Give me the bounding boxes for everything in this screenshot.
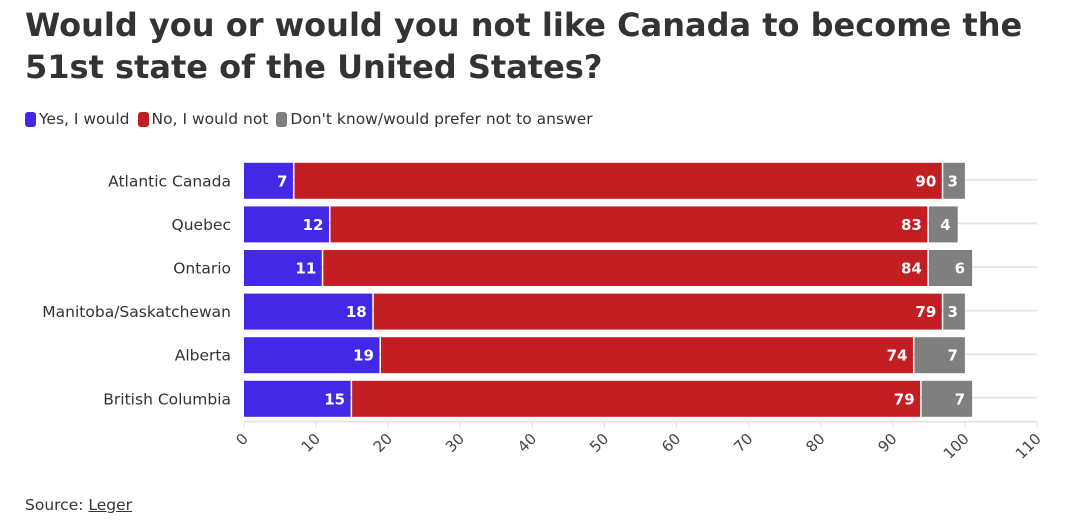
data-label: 11 [295, 260, 316, 278]
x-tick-label: 90 [874, 430, 900, 456]
bar-segment [928, 206, 958, 243]
data-label: 7 [277, 172, 287, 190]
x-tick-label: 110 [1012, 430, 1045, 463]
legend-item-yes: Yes, I would [25, 110, 130, 128]
x-tick-label: 10 [298, 430, 324, 456]
data-label: 83 [901, 216, 922, 234]
x-tick-label: 50 [586, 430, 612, 456]
legend-label-no: No, I would not [151, 110, 269, 128]
data-label: 84 [901, 260, 922, 278]
data-label: 74 [887, 347, 908, 365]
bar-segment [921, 380, 973, 417]
data-label: 3 [947, 303, 957, 321]
bar-segment [380, 337, 913, 374]
bar-segment [943, 162, 965, 199]
data-label: 79 [915, 303, 936, 321]
legend-swatch-dont-know [276, 111, 288, 127]
bar-segment [244, 206, 330, 243]
x-tick-label: 40 [514, 430, 540, 456]
bar-segment [914, 337, 965, 374]
category-label: Quebec [172, 216, 231, 234]
x-tick-label: 80 [802, 430, 828, 456]
data-label: 19 [353, 347, 374, 365]
bar-segment [373, 293, 942, 330]
bar-segment [244, 250, 322, 286]
category-label: Atlantic Canada [108, 172, 231, 190]
bar-segment [928, 250, 973, 286]
legend-swatch-yes [25, 111, 36, 127]
data-label: 3 [947, 172, 957, 190]
source-link[interactable]: Leger [88, 496, 133, 514]
category-label: British Columbia [103, 390, 231, 408]
data-label: 15 [324, 390, 345, 408]
data-label: 7 [947, 347, 957, 365]
legend-label-yes: Yes, I would [39, 110, 130, 128]
x-tick-label: 70 [730, 430, 756, 456]
data-label: 79 [894, 390, 915, 408]
chart-title: Would you or would you not like Canada t… [25, 6, 1023, 86]
category-label: Alberta [175, 347, 231, 365]
x-tick-label: 20 [370, 430, 396, 456]
bar-segment [294, 162, 942, 199]
data-label: 90 [915, 172, 936, 190]
x-tick-label: 60 [658, 430, 684, 456]
data-label: 7 [955, 390, 965, 408]
legend: Yes, I would No, I would not Don't know/… [25, 110, 593, 128]
x-tick-label: 100 [940, 430, 973, 463]
legend-item-no: No, I would not [137, 110, 269, 128]
data-label: 18 [346, 303, 367, 321]
source-note: Source: Leger [25, 496, 132, 514]
bar-segment [244, 162, 293, 199]
bar-segment [330, 206, 928, 243]
data-label: 4 [940, 216, 950, 234]
bar-segment [244, 380, 351, 417]
legend-item-dont-know: Don't know/would prefer not to answer [276, 110, 593, 128]
bar-segment [352, 380, 921, 417]
category-label: Manitoba/Saskatchewan [42, 303, 231, 321]
legend-swatch-no [137, 111, 149, 127]
source-label: Source: [25, 496, 84, 514]
legend-label-dont-know: Don't know/would prefer not to answer [290, 110, 593, 128]
bar-segment [943, 293, 965, 330]
bar-segment [244, 293, 373, 330]
bar-segment [323, 250, 928, 286]
bar-segment [244, 337, 380, 374]
data-label: 12 [303, 216, 324, 234]
category-label: Ontario [173, 260, 231, 278]
data-label: 6 [955, 260, 965, 278]
x-tick-label: 30 [442, 430, 468, 456]
x-tick-label: 0 [232, 430, 251, 449]
